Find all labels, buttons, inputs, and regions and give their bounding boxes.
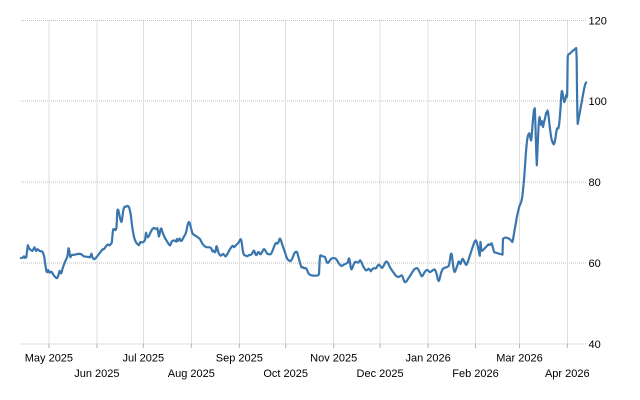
- svg-text:Nov 2025: Nov 2025: [310, 353, 357, 365]
- svg-text:Apr 2026: Apr 2026: [545, 368, 590, 380]
- svg-text:Jan 2026: Jan 2026: [405, 353, 450, 365]
- svg-text:Jul 2025: Jul 2025: [123, 353, 165, 365]
- svg-text:Oct 2025: Oct 2025: [263, 368, 308, 380]
- svg-text:May 2025: May 2025: [25, 353, 73, 365]
- svg-text:Feb 2026: Feb 2026: [452, 368, 498, 380]
- svg-text:Sep 2025: Sep 2025: [216, 353, 263, 365]
- svg-text:120: 120: [589, 16, 607, 28]
- svg-text:60: 60: [589, 258, 601, 270]
- svg-text:Jun 2025: Jun 2025: [74, 368, 119, 380]
- svg-text:80: 80: [589, 177, 601, 189]
- svg-text:Mar 2026: Mar 2026: [496, 353, 542, 365]
- svg-text:40: 40: [589, 339, 601, 351]
- svg-text:100: 100: [589, 96, 607, 108]
- svg-text:Dec 2025: Dec 2025: [357, 368, 404, 380]
- svg-text:Aug 2025: Aug 2025: [168, 368, 215, 380]
